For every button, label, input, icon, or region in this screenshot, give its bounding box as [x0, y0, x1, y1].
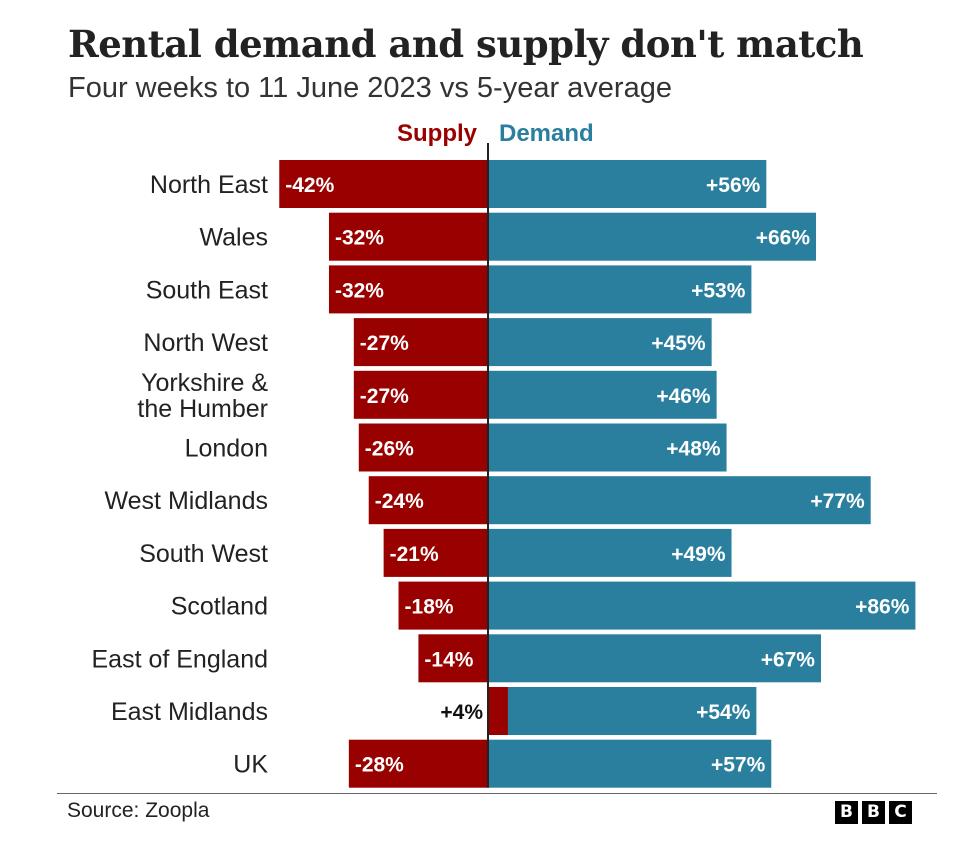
demand-bar-east-midlands — [488, 687, 757, 735]
logo-letter-c: C — [889, 801, 912, 824]
category-label-south-west: South West — [139, 540, 268, 568]
demand-label-yorkshire-the-humber: +46% — [656, 385, 711, 408]
demand-bar-north-west — [488, 318, 712, 367]
supply-label-north-west: -27% — [360, 332, 409, 355]
supply-bar-south-east — [328, 265, 488, 314]
demand-label-scotland: +86% — [855, 596, 910, 619]
demand-bar-west-midlands — [488, 476, 871, 525]
demand-bar-yorkshire-the-humber — [488, 370, 717, 419]
logo-letter-b2: B — [862, 801, 885, 824]
category-label-london: London — [185, 435, 268, 463]
supply-bar-yorkshire-the-humber — [353, 370, 488, 419]
supply-label-scotland: -18% — [405, 596, 454, 619]
demand-bar-north-east — [488, 160, 767, 208]
legend-demand: Demand — [499, 120, 594, 147]
supply-bar-wales — [328, 212, 488, 261]
demand-bar-east-of-england — [488, 634, 821, 683]
chart-subtitle: Four weeks to 11 June 2023 vs 5-year ave… — [68, 72, 672, 104]
category-label-wales: Wales — [199, 224, 268, 252]
category-label-north-east: North East — [150, 171, 268, 199]
demand-bar-scotland — [488, 581, 916, 630]
category-label-yorkshire-the-humber: Yorkshire & the Humber — [137, 369, 268, 423]
legend-supply: Supply — [397, 120, 478, 147]
demand-label-north-east: +56% — [706, 174, 761, 197]
supply-bar-south-west — [383, 528, 488, 577]
demand-label-east-midlands: +54% — [696, 701, 751, 724]
supply-label-north-east: -42% — [285, 174, 334, 197]
supply-bar-north-east — [279, 160, 488, 208]
demand-bar-wales — [488, 212, 817, 261]
supply-label-south-east: -32% — [335, 279, 384, 302]
chart-title: Rental demand and supply don't match — [68, 22, 864, 66]
logo-letter-b1: B — [835, 801, 858, 824]
supply-label-west-midlands: -24% — [375, 490, 424, 513]
demand-bar-london — [488, 423, 727, 472]
demand-label-south-west: +49% — [671, 543, 726, 566]
demand-bar-south-east — [488, 265, 752, 314]
category-label-north-west: North West — [143, 329, 268, 357]
demand-label-north-west: +45% — [651, 332, 706, 355]
supply-bar-uk — [348, 739, 488, 788]
category-label-east-of-england: East of England — [91, 645, 268, 673]
demand-bar-south-west — [488, 528, 732, 577]
bbc-logo: B B C — [835, 801, 912, 824]
category-label-scotland: Scotland — [171, 593, 268, 621]
supply-label-london: -26% — [365, 438, 414, 461]
supply-bar-north-west — [353, 318, 488, 367]
demand-label-south-east: +53% — [691, 279, 746, 302]
supply-bar-scotland — [398, 581, 488, 630]
demand-label-london: +48% — [666, 438, 721, 461]
supply-label-uk: -28% — [355, 754, 404, 777]
supply-label-east-of-england: -14% — [424, 648, 473, 671]
source-note: Source: Zoopla — [67, 799, 210, 822]
supply-bar-london — [358, 423, 488, 472]
supply-label-east-midlands: +4% — [440, 701, 483, 724]
category-label-uk: UK — [233, 751, 268, 779]
supply-bar-west-midlands — [368, 476, 488, 525]
supply-label-yorkshire-the-humber: -27% — [360, 385, 409, 408]
demand-label-west-midlands: +77% — [810, 490, 865, 513]
demand-label-wales: +66% — [756, 227, 811, 250]
supply-bar-east-of-england — [418, 634, 488, 683]
supply-label-wales: -32% — [335, 227, 384, 250]
footer-divider — [57, 793, 937, 794]
supply-label-south-west: -21% — [390, 543, 439, 566]
supply-bar-east-midlands — [488, 687, 508, 735]
category-label-west-midlands: West Midlands — [105, 487, 269, 515]
category-label-south-east: South East — [146, 276, 268, 304]
demand-label-east-of-england: +67% — [761, 648, 816, 671]
demand-bar-uk — [488, 739, 772, 788]
category-label-east-midlands: East Midlands — [111, 698, 268, 726]
demand-label-uk: +57% — [711, 754, 766, 777]
